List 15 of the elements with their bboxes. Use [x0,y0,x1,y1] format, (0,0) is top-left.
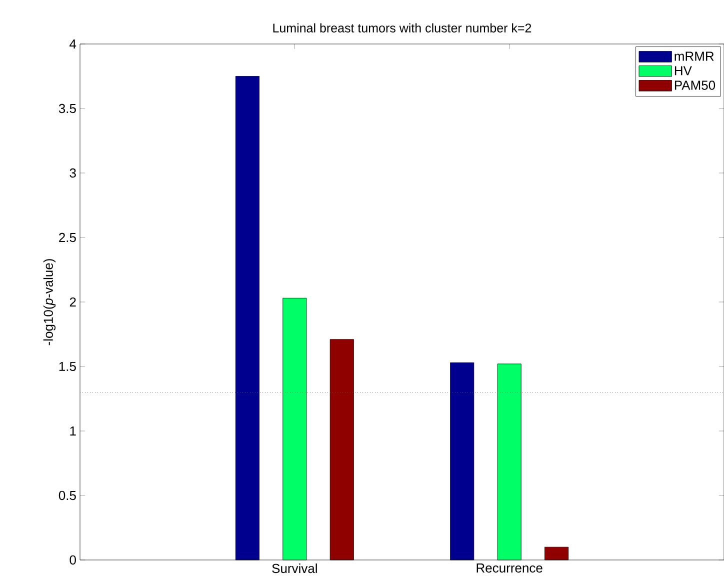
y-tick-label: 0.5 [58,490,76,500]
x-tick-label: Recurrence [476,564,542,573]
y-tick-label: 1 [70,426,76,436]
y-tick-label: 2 [70,297,76,307]
legend-label: PAM50 [674,80,716,90]
legend-label: mRMR [674,52,714,61]
y-tick-label: 4 [70,40,76,48]
y-tick-label: 2.5 [59,232,76,242]
y-tick-label: 3.5 [58,104,76,114]
y-tick-label: 1.5 [59,362,76,372]
chart-title: Luminal breast tumors with cluster number k=2 [273,23,532,32]
y-tick-label: 3 [70,168,76,178]
y-tick-label: 0 [70,555,76,565]
x-tick-label: Survival [272,564,317,574]
legend-label: HV [674,66,692,76]
